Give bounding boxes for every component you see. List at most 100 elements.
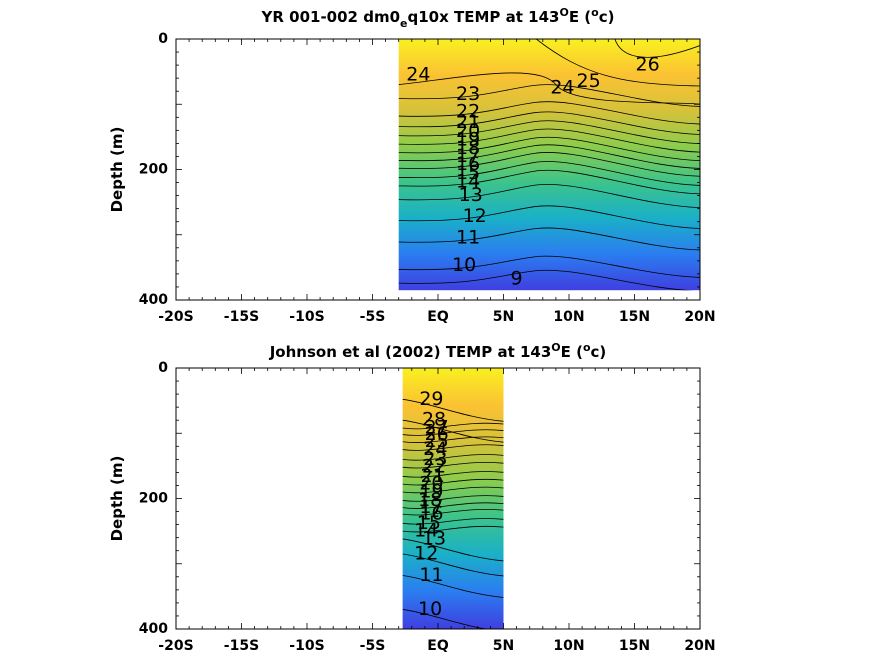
contour-label: 22 <box>456 101 480 123</box>
contour-line <box>402 553 504 577</box>
contour-label: 11 <box>419 564 443 586</box>
contour-line <box>402 419 504 443</box>
contour-label: 16 <box>419 503 443 525</box>
chart-title: YR 001-002 dm0eq10x TEMP at 143OE (oc) <box>261 6 615 30</box>
contour-label: 20 <box>419 473 443 495</box>
contour-label: 23 <box>456 83 480 105</box>
contour-line <box>398 101 700 125</box>
contour-label: 27 <box>425 417 449 439</box>
contour-line <box>398 111 700 135</box>
x-tick-label: -5S <box>360 638 386 654</box>
contour-label: 21 <box>421 465 445 487</box>
contour-line <box>398 205 700 229</box>
contour-label: 24 <box>423 438 447 460</box>
contour-label: 20 <box>456 120 480 142</box>
contour-line <box>402 575 504 598</box>
x-tick-label: -15S <box>224 309 259 325</box>
x-tick-label: EQ <box>427 638 449 654</box>
x-axis: -20S -15S -10S -5S EQ 5N 10N 15N 20N <box>158 368 716 654</box>
contour-line <box>402 429 504 436</box>
x-tick-label: 5N <box>493 638 514 654</box>
contour-label: 10 <box>452 254 476 276</box>
x-tick-label: 20N <box>684 638 715 654</box>
contour-label: 15 <box>417 512 441 534</box>
contour-line <box>398 152 700 177</box>
contour-label: 26 <box>636 54 660 76</box>
x-tick-label: 10N <box>553 638 584 654</box>
contour-line <box>402 478 504 486</box>
contour-line <box>398 72 700 105</box>
y-tick-label: 0 <box>158 31 168 47</box>
y-tick-label: 200 <box>139 162 168 178</box>
y-tick-label: 200 <box>139 491 168 507</box>
contour-label: 25 <box>577 70 601 92</box>
contour-line <box>398 227 700 251</box>
contour-line <box>402 461 504 469</box>
y-tick-label: 400 <box>139 292 168 308</box>
contour-line <box>402 422 504 430</box>
contour-label: 17 <box>419 496 443 518</box>
y-tick-label: 400 <box>139 621 168 637</box>
contour-line <box>402 454 504 461</box>
x-tick-label: EQ <box>427 309 449 325</box>
contour-line <box>398 136 700 162</box>
contour-line <box>402 398 504 422</box>
contour-label: 10 <box>418 598 442 620</box>
contour-label: 9 <box>511 268 523 290</box>
contour-line <box>398 255 700 278</box>
contour-label: 17 <box>456 145 480 167</box>
contour-line <box>402 444 504 451</box>
contour-line <box>402 518 504 525</box>
contour-label: 18 <box>456 137 480 159</box>
contour-label: 24 <box>550 76 574 98</box>
y-axis-label: Depth (m) <box>108 127 126 213</box>
contour-line <box>398 144 700 169</box>
contour-line <box>398 161 700 186</box>
contour-line <box>398 84 700 107</box>
contour-label: 15 <box>456 162 480 184</box>
contour-label: 11 <box>456 227 480 249</box>
contour-label: 25 <box>425 430 449 452</box>
x-tick-label: 15N <box>619 309 650 325</box>
x-tick-label: -20S <box>158 638 193 654</box>
contour-label: 13 <box>459 184 483 206</box>
contour-line <box>402 502 504 509</box>
x-tick-label: 10N <box>553 309 584 325</box>
y-tick-label: 0 <box>158 360 168 376</box>
temperature-field <box>398 39 700 291</box>
contour-label: 12 <box>463 205 487 227</box>
x-tick-label: -10S <box>289 309 324 325</box>
contour-lines <box>398 39 700 291</box>
x-axis: -20S -15S -10S -5S EQ 5N 10N 15N 20N <box>158 39 716 325</box>
x-tick-label: -20S <box>158 309 193 325</box>
contour-line <box>398 120 700 145</box>
contour-line <box>398 184 700 208</box>
contour-label: 24 <box>406 63 430 85</box>
contour-line <box>398 128 700 153</box>
contour-label: 26 <box>425 423 449 445</box>
contour-line <box>536 39 700 87</box>
contour-line <box>402 538 504 562</box>
contour-line <box>402 436 504 443</box>
contour-label: 21 <box>456 111 480 133</box>
contour-line <box>398 169 700 195</box>
contour-label: 29 <box>419 388 443 410</box>
contour-label: 19 <box>456 129 480 151</box>
x-tick-label: 20N <box>684 309 715 325</box>
contour-label: 22 <box>422 456 446 478</box>
y-axis: 0 200 400 <box>139 360 700 637</box>
contour-label: 28 <box>422 409 446 431</box>
contour-line <box>402 508 504 516</box>
contour-line <box>402 609 489 629</box>
panel-1: 24 26252423222120191817161514131211109-20… <box>108 6 716 325</box>
contour-label: 14 <box>456 170 480 192</box>
contour-label: 16 <box>456 153 480 175</box>
x-tick-label: -5S <box>360 309 386 325</box>
contour-label: 14 <box>414 520 438 542</box>
contour-line <box>402 486 504 494</box>
contour-label: 13 <box>422 527 446 549</box>
contour-label: 19 <box>419 480 443 502</box>
